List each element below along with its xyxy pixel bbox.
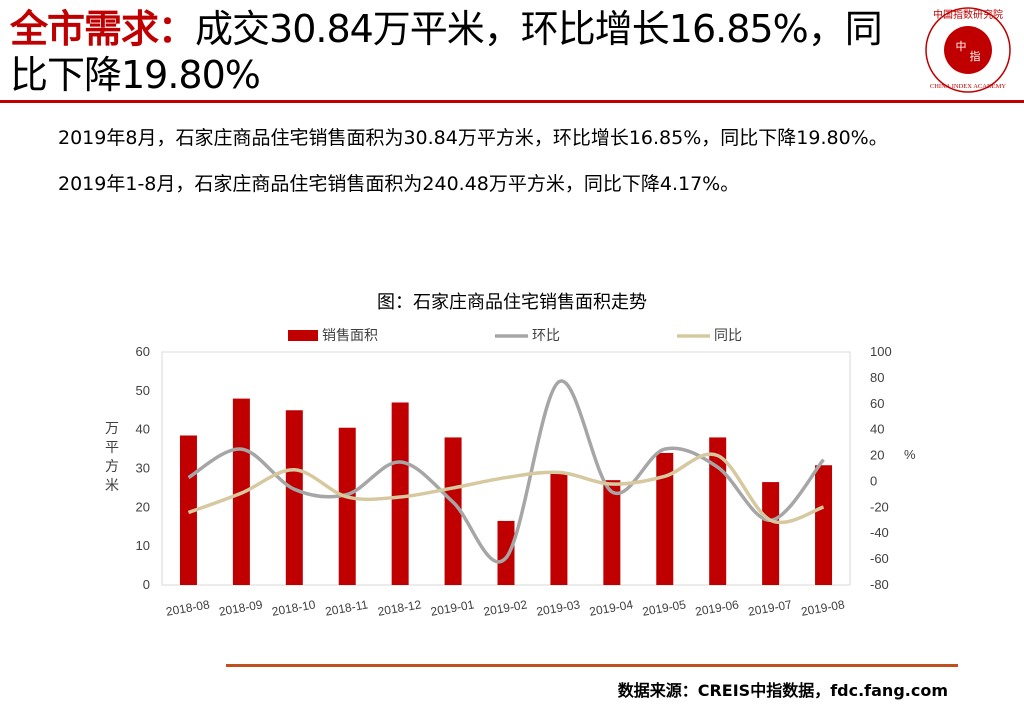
y2-tick-label: 60 [870, 396, 884, 411]
y2-tick-label: -60 [870, 551, 889, 566]
bar-sales-area [603, 480, 621, 585]
line-mom [187, 379, 825, 564]
bar-sales-area [391, 402, 409, 585]
x-tick-label: 2019-06 [694, 597, 740, 618]
y-tick-label: 10 [136, 538, 150, 553]
y-tick-label: 0 [143, 577, 150, 592]
summary-text: 2019年8月，石家庄商品住宅销售面积为30.84万平方米，环比增长16.85%… [20, 118, 1010, 204]
header-divider [0, 100, 1024, 103]
bar-sales-area [285, 410, 303, 585]
summary-paragraph-2: 2019年1-8月，石家庄商品住宅销售面积为240.48万平方米，同比下降4.1… [58, 173, 740, 195]
y2-tick-label: 20 [870, 448, 884, 463]
y-axis-label-char: 万 [105, 421, 119, 437]
x-tick-label: 2018-08 [165, 597, 211, 618]
x-tick-label: 2018-10 [271, 597, 317, 618]
line-yoy [187, 452, 825, 525]
y-tick-label: 50 [136, 383, 150, 398]
y-axis-label-char: 平 [105, 440, 119, 456]
x-tick-label: 2018-11 [324, 597, 369, 618]
bar-sales-area [656, 452, 674, 585]
x-tick-label: 2019-08 [800, 597, 846, 618]
y-tick-label: 60 [136, 344, 150, 359]
y2-tick-label: 100 [870, 344, 892, 359]
summary-paragraph-1: 2019年8月，石家庄商品住宅销售面积为30.84万平方米，环比增长16.85%… [58, 127, 888, 149]
bar-sales-area [550, 472, 568, 585]
x-tick-label: 2019-05 [641, 597, 687, 618]
y2-tick-label: -40 [870, 525, 889, 540]
legend-label-mom: 环比 [532, 328, 560, 344]
y-axis-label-char: 米 [105, 478, 119, 494]
y-tick-label: 30 [136, 461, 150, 476]
logo-center-char-2: 指 [970, 49, 981, 63]
legend-label-yoy: 同比 [714, 328, 742, 344]
chart-title: 图：石家庄商品住宅销售面积走势 [377, 292, 647, 313]
footer-divider [226, 664, 958, 667]
x-tick-label: 2019-07 [747, 597, 793, 618]
bar-sales-area [762, 482, 780, 585]
logo-center-char-1: 中 [956, 40, 967, 53]
y-tick-label: 40 [136, 422, 150, 437]
headline-key: 全市需求： [10, 7, 196, 51]
y-axis-label-char: 方 [105, 459, 119, 475]
y2-tick-label: -80 [870, 577, 889, 592]
bar-sales-area [709, 437, 727, 585]
bar-sales-area [444, 437, 462, 585]
headline: 全市需求：成交30.84万平米，环比增长16.85%，同比下降19.80% [10, 6, 910, 98]
bar-sales-area [497, 520, 515, 585]
logo-lower-text: CHINA INDEX ACADEMY [930, 83, 1007, 90]
y2-tick-label: 40 [870, 422, 884, 437]
china-index-academy-logo: 中国指数研究院 中 指 CHINA INDEX ACADEMY [925, 7, 1011, 93]
y2-tick-label: -20 [870, 499, 889, 514]
logo-upper-text: 中国指数研究院 [933, 8, 1003, 21]
headline-rest: 成交30.84万平米，环比增长16.85%，同比下降19.80% [10, 7, 883, 97]
x-tick-label: 2018-12 [377, 597, 423, 618]
x-tick-label: 2019-02 [482, 597, 528, 618]
x-tick-label: 2018-09 [218, 597, 264, 618]
y-tick-label: 20 [136, 499, 150, 514]
legend-swatch-sales-area [288, 330, 318, 341]
x-tick-label: 2019-01 [429, 597, 475, 618]
data-source: 数据来源：CREIS中指数据，fdc.fang.com [617, 681, 948, 700]
bar-sales-area [815, 465, 833, 585]
y2-axis-label: % [904, 447, 916, 462]
x-tick-label: 2019-04 [588, 597, 634, 618]
y2-tick-label: 80 [870, 370, 884, 385]
y2-tick-label: 0 [870, 473, 877, 488]
bar-sales-area [338, 427, 356, 585]
x-tick-label: 2019-03 [535, 597, 581, 618]
legend-label-sales-area: 销售面积 [322, 328, 378, 344]
